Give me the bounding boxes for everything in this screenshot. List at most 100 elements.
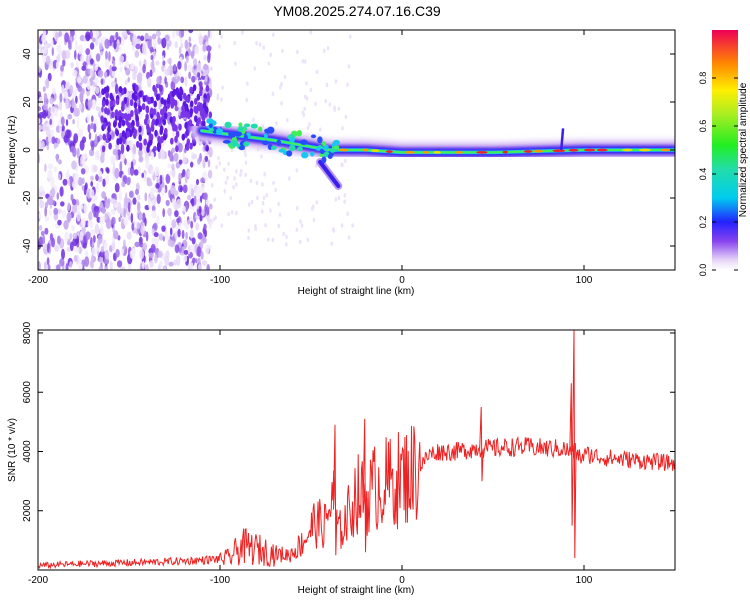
- heatmap-noise-cell: [83, 203, 88, 214]
- heatmap-noise-cell: [129, 249, 135, 259]
- heatmap-band-cell: [194, 97, 198, 105]
- heatmap-noise-cell: [123, 217, 129, 226]
- heatmap-noise-cell: [118, 190, 122, 202]
- heatmap-noise-cell: [120, 152, 124, 163]
- colorbar: 0.0 0.2 0.4 0.6 0.8 Normalized spectral ampl…: [698, 30, 749, 276]
- heatmap-noise-cell: [131, 44, 136, 52]
- heatmap-band-cell: [138, 105, 143, 113]
- heatmap-noise-cell: [151, 210, 157, 219]
- heatmap-noise-cell: [94, 223, 100, 235]
- heatmap-noise-cell: [224, 180, 228, 185]
- heatmap-noise-cell: [296, 49, 299, 55]
- heatmap-peak-cell: [263, 133, 268, 139]
- heatmap-noise-cell: [89, 42, 95, 50]
- heatmap-noise-cell: [110, 155, 116, 165]
- heatmap-band-cell: [141, 103, 146, 111]
- heatmap-noise-cell: [200, 177, 205, 184]
- heatmap-noise-cell: [76, 77, 82, 84]
- heatmap-band-cell: [182, 92, 187, 100]
- heatmap-noise-cell: [262, 45, 266, 50]
- heatmap-noise-cell: [207, 159, 211, 168]
- heatmap-noise-cell: [71, 160, 77, 170]
- heatmap-band-cell: [166, 97, 171, 105]
- heatmap-noise-cell: [81, 136, 87, 144]
- heatmap-noise-cell: [201, 185, 205, 194]
- heatmap-noise-cell: [54, 107, 59, 118]
- heatmap-noise-cell: [218, 161, 222, 166]
- heatmap-noise-cell: [79, 230, 84, 242]
- snr-x-axis-label: Height of straight line (km): [298, 585, 415, 596]
- heatmap-noise-cell: [271, 237, 275, 243]
- heatmap-noise-cell: [66, 169, 70, 178]
- heatmap-peak-cell: [322, 141, 326, 147]
- heatmap-noise-cell: [177, 142, 183, 153]
- heatmap-band-cell: [159, 128, 163, 135]
- heatmap-noise-cell: [101, 206, 106, 215]
- heatmap-noise-cell: [130, 161, 134, 170]
- heatmap-noise-cell: [49, 118, 53, 126]
- heatmap-noise-cell: [109, 260, 113, 270]
- heatmap-noise-cell: [98, 266, 103, 270]
- heatmap-noise-cell: [346, 82, 349, 87]
- heatmap-peak-cell: [584, 148, 596, 152]
- heatmap-peak-cell: [230, 140, 239, 147]
- heatmap-noise-cell: [173, 30, 176, 37]
- heatmap-noise-cell: [54, 244, 60, 252]
- heatmap-noise-cell: [151, 66, 156, 73]
- heatmap-noise-cell: [112, 71, 116, 77]
- heatmap-noise-cell: [155, 60, 160, 66]
- heatmap-noise-cell: [215, 165, 218, 170]
- heatmap-band-cell: [170, 101, 174, 109]
- heatmap-noise-cell: [86, 113, 90, 123]
- heatmap-noise-cell: [175, 255, 181, 266]
- heatmap-noise-cell: [221, 85, 224, 90]
- heatmap-band-cell: [205, 85, 210, 92]
- snr-spike: [569, 383, 574, 526]
- heatmap-peak-cell: [596, 148, 608, 152]
- heatmap-noise-cell: [38, 43, 42, 50]
- heatmap-noise-cell: [246, 81, 249, 86]
- heatmap-noise-cell: [305, 96, 309, 101]
- heatmap-noise-cell: [38, 66, 41, 73]
- heatmap-peak-cell: [229, 133, 236, 138]
- heatmap-noise-cell: [142, 43, 147, 55]
- heatmap-noise-cell: [347, 235, 351, 240]
- heatmap-band-cell: [136, 140, 140, 148]
- heatmap-noise-cell: [60, 116, 65, 126]
- heatmap-band-cell: [107, 125, 111, 133]
- heatmap-noise-cell: [196, 178, 199, 186]
- heatmap-noise-cell: [94, 208, 99, 219]
- heatmap-noise-cell: [135, 43, 141, 50]
- heatmap-noise-cell: [38, 118, 41, 124]
- heatmap-noise-cell: [38, 236, 44, 247]
- heatmap-peak-cell: [301, 152, 309, 159]
- heatmap-noise-cell: [278, 212, 282, 217]
- heatmap-noise-cell: [90, 181, 94, 187]
- snr-y-tick-label: 8000: [22, 321, 33, 344]
- heatmap-noise-cell: [92, 99, 97, 109]
- heatmap-noise-cell: [203, 55, 207, 61]
- heatmap-peak-cell: [234, 131, 242, 137]
- heatmap-peak-cell: [300, 139, 308, 145]
- snr-y-ticks: 2000 4000 6000 8000: [22, 321, 675, 522]
- heatmap-noise-cell: [104, 38, 110, 49]
- heatmap-band-cell: [135, 114, 139, 122]
- heatmap-band-cell: [171, 90, 176, 98]
- heatmap-band-cell: [188, 119, 193, 127]
- heatmap-noise-cell: [101, 106, 104, 113]
- heatmap-noise-cell: [171, 163, 175, 171]
- heatmap-noise-cell: [76, 247, 80, 253]
- heatmap-peak-cell: [321, 156, 327, 164]
- heatmap-noise-cell: [104, 266, 109, 270]
- heatmap-noise-cell: [142, 242, 148, 251]
- heatmap-noise-cell: [46, 257, 50, 266]
- heatmap-noise-cell: [323, 48, 326, 54]
- heatmap-noise-cell: [82, 61, 87, 67]
- heatmap-peak-cell: [502, 150, 508, 154]
- heatmap-noise-cell: [220, 97, 223, 102]
- heatmap-peak-cell: [523, 150, 533, 153]
- heatmap-noise-cell: [126, 176, 131, 186]
- heatmap-noise-cell: [302, 112, 306, 118]
- heatmap-noise-cell: [140, 225, 145, 235]
- heatmap-noise-cell: [127, 76, 130, 83]
